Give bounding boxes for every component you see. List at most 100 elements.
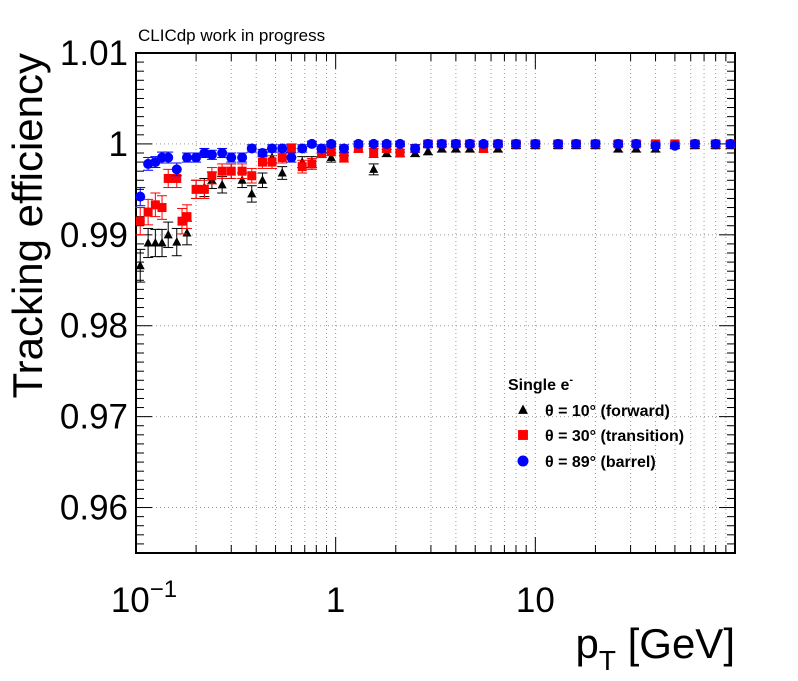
y-tick-label: 0.99 (60, 216, 128, 255)
data-point (423, 146, 433, 155)
x-tick-label: 10 (516, 581, 555, 620)
data-point (150, 238, 160, 247)
data-point (436, 138, 447, 149)
data-point (631, 138, 642, 149)
data-point (464, 138, 475, 149)
data-point (689, 138, 700, 149)
y-tick-label: 0.96 (60, 489, 128, 528)
data-point (530, 138, 541, 149)
data-point (206, 149, 217, 160)
data-point (571, 138, 582, 149)
data-point (135, 216, 145, 226)
data-point (247, 188, 257, 198)
data-point (669, 140, 680, 151)
data-point (163, 173, 173, 183)
data-point (510, 138, 521, 149)
data-point (150, 200, 160, 210)
data-point (237, 175, 247, 184)
y-tick-label: 0.98 (60, 307, 128, 346)
data-point (395, 148, 405, 158)
data-point (277, 153, 287, 163)
x-tick-label: 1 (326, 581, 345, 620)
legend-marker (517, 455, 529, 467)
data-point (613, 138, 624, 149)
data-point (410, 143, 421, 154)
data-point (369, 148, 379, 158)
legend-entry-label: θ = 10° (forward) (545, 403, 670, 420)
series-circle (135, 138, 736, 207)
legend-marker (518, 404, 528, 414)
x-tick-label: 10−1 (111, 576, 177, 620)
data-point (710, 138, 721, 149)
data-point (267, 157, 277, 167)
data-point (226, 152, 237, 163)
data-point (307, 159, 317, 169)
data-point (381, 138, 392, 149)
data-point (306, 138, 317, 149)
data-point (257, 157, 267, 167)
data-point (191, 152, 202, 163)
data-point (135, 191, 146, 202)
y-axis-title: Tracking efficiency (4, 53, 51, 398)
data-point (478, 138, 489, 149)
data-point (247, 171, 257, 181)
data-point (135, 260, 145, 270)
legend-title: Single e- (508, 374, 573, 394)
legend: Single e-θ = 10° (forward) θ = 30° (trans… (508, 374, 684, 471)
data-point (326, 152, 336, 162)
legend-marker (518, 430, 528, 440)
data-point (338, 143, 349, 154)
data-point (590, 138, 601, 149)
data-point (217, 148, 228, 158)
data-point (181, 152, 192, 163)
data-point (207, 171, 217, 181)
data-point (422, 138, 433, 149)
data-point (143, 207, 153, 217)
data-point (199, 184, 209, 194)
legend-entry-label: θ = 30° (transition) (545, 428, 684, 445)
data-point (450, 138, 461, 149)
data-point (492, 138, 503, 149)
data-point (339, 153, 349, 163)
data-point (368, 138, 379, 149)
y-tick-label: 1 (109, 125, 128, 164)
series-layer (135, 138, 736, 283)
data-point (395, 138, 406, 149)
data-point (553, 138, 564, 149)
data-point (297, 162, 307, 172)
data-point (199, 148, 210, 158)
x-axis-title: pT [GeV] (575, 620, 735, 676)
data-point (725, 138, 736, 149)
data-point (172, 237, 182, 246)
data-point (172, 173, 182, 183)
data-point (177, 216, 187, 226)
data-point (171, 164, 182, 175)
data-point (157, 238, 167, 247)
chart-header: CLICdp work in progress (138, 26, 325, 45)
data-point (277, 168, 287, 177)
data-point (157, 203, 167, 213)
data-point (217, 179, 227, 189)
data-point (353, 138, 364, 149)
data-point (286, 143, 296, 153)
data-point (326, 138, 337, 149)
y-tick-label: 0.97 (60, 398, 128, 437)
data-point (226, 166, 236, 176)
data-point (237, 152, 248, 163)
data-point (143, 238, 153, 247)
data-point (163, 152, 174, 163)
data-point (163, 229, 173, 239)
data-point (257, 148, 268, 158)
data-point (217, 166, 227, 176)
data-point (326, 146, 336, 156)
data-point (182, 212, 192, 222)
legend-entry-label: θ = 89° (barrel) (545, 454, 656, 471)
data-point (191, 184, 201, 194)
grid-lines (136, 53, 735, 553)
data-point (237, 166, 247, 176)
data-point (246, 143, 257, 154)
data-point (650, 140, 661, 151)
